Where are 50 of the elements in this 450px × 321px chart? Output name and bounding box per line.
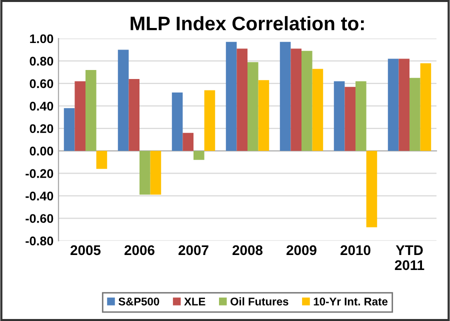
x-tick-label: 2007 [178, 245, 208, 256]
legend-label: 10-Yr Int. Rate [314, 298, 388, 306]
x-tick-label: 2010 [340, 245, 370, 256]
bar [140, 150, 150, 195]
bar [366, 150, 378, 228]
bar [356, 81, 366, 151]
bar [96, 150, 108, 169]
bar [334, 81, 345, 151]
y-tick-label: -0.60 [26, 214, 54, 223]
bar [204, 90, 216, 151]
bar [194, 150, 204, 160]
legend-label: XLE [184, 298, 206, 306]
bar [86, 70, 96, 151]
y-tick-label: 0.20 [30, 124, 54, 134]
bar [398, 58, 410, 151]
x-tick-label: 2008 [232, 245, 263, 256]
bar [236, 48, 248, 151]
y-tick-label: -0.20 [26, 169, 54, 178]
y-tick-label: 1.00 [30, 34, 54, 44]
bar [150, 150, 162, 195]
x-tick-label: 2009 [286, 245, 316, 256]
bar [64, 108, 75, 151]
bar [128, 78, 140, 151]
bar [420, 63, 432, 151]
bar [118, 50, 129, 151]
y-tick-label: 0.80 [30, 56, 54, 66]
legend-label: Oil Futures [230, 297, 288, 306]
y-tick-label: 0.00 [30, 146, 54, 156]
bar [388, 58, 399, 151]
x-tick-label: 2006 [124, 245, 154, 256]
bar [280, 42, 291, 151]
bar [182, 132, 194, 151]
y-tick-label: -0.80 [26, 236, 54, 246]
legend-label: S&P500 [118, 298, 160, 306]
bar [410, 78, 420, 151]
x-tick-label: YTD 2011 [394, 245, 424, 270]
y-tick-label: -0.40 [26, 192, 54, 200]
bar [290, 48, 302, 151]
bar [172, 92, 183, 151]
bar [248, 62, 258, 151]
chart-title: MLP Index Correlation to: [130, 16, 364, 30]
bar [312, 68, 324, 151]
bar [302, 50, 312, 151]
bar [226, 42, 237, 151]
bar [344, 86, 356, 151]
bar [258, 80, 270, 151]
bar [74, 81, 86, 151]
x-tick-label: 2005 [70, 245, 101, 256]
y-tick-label: 0.60 [30, 79, 54, 88]
y-tick-label: 0.40 [30, 102, 54, 111]
